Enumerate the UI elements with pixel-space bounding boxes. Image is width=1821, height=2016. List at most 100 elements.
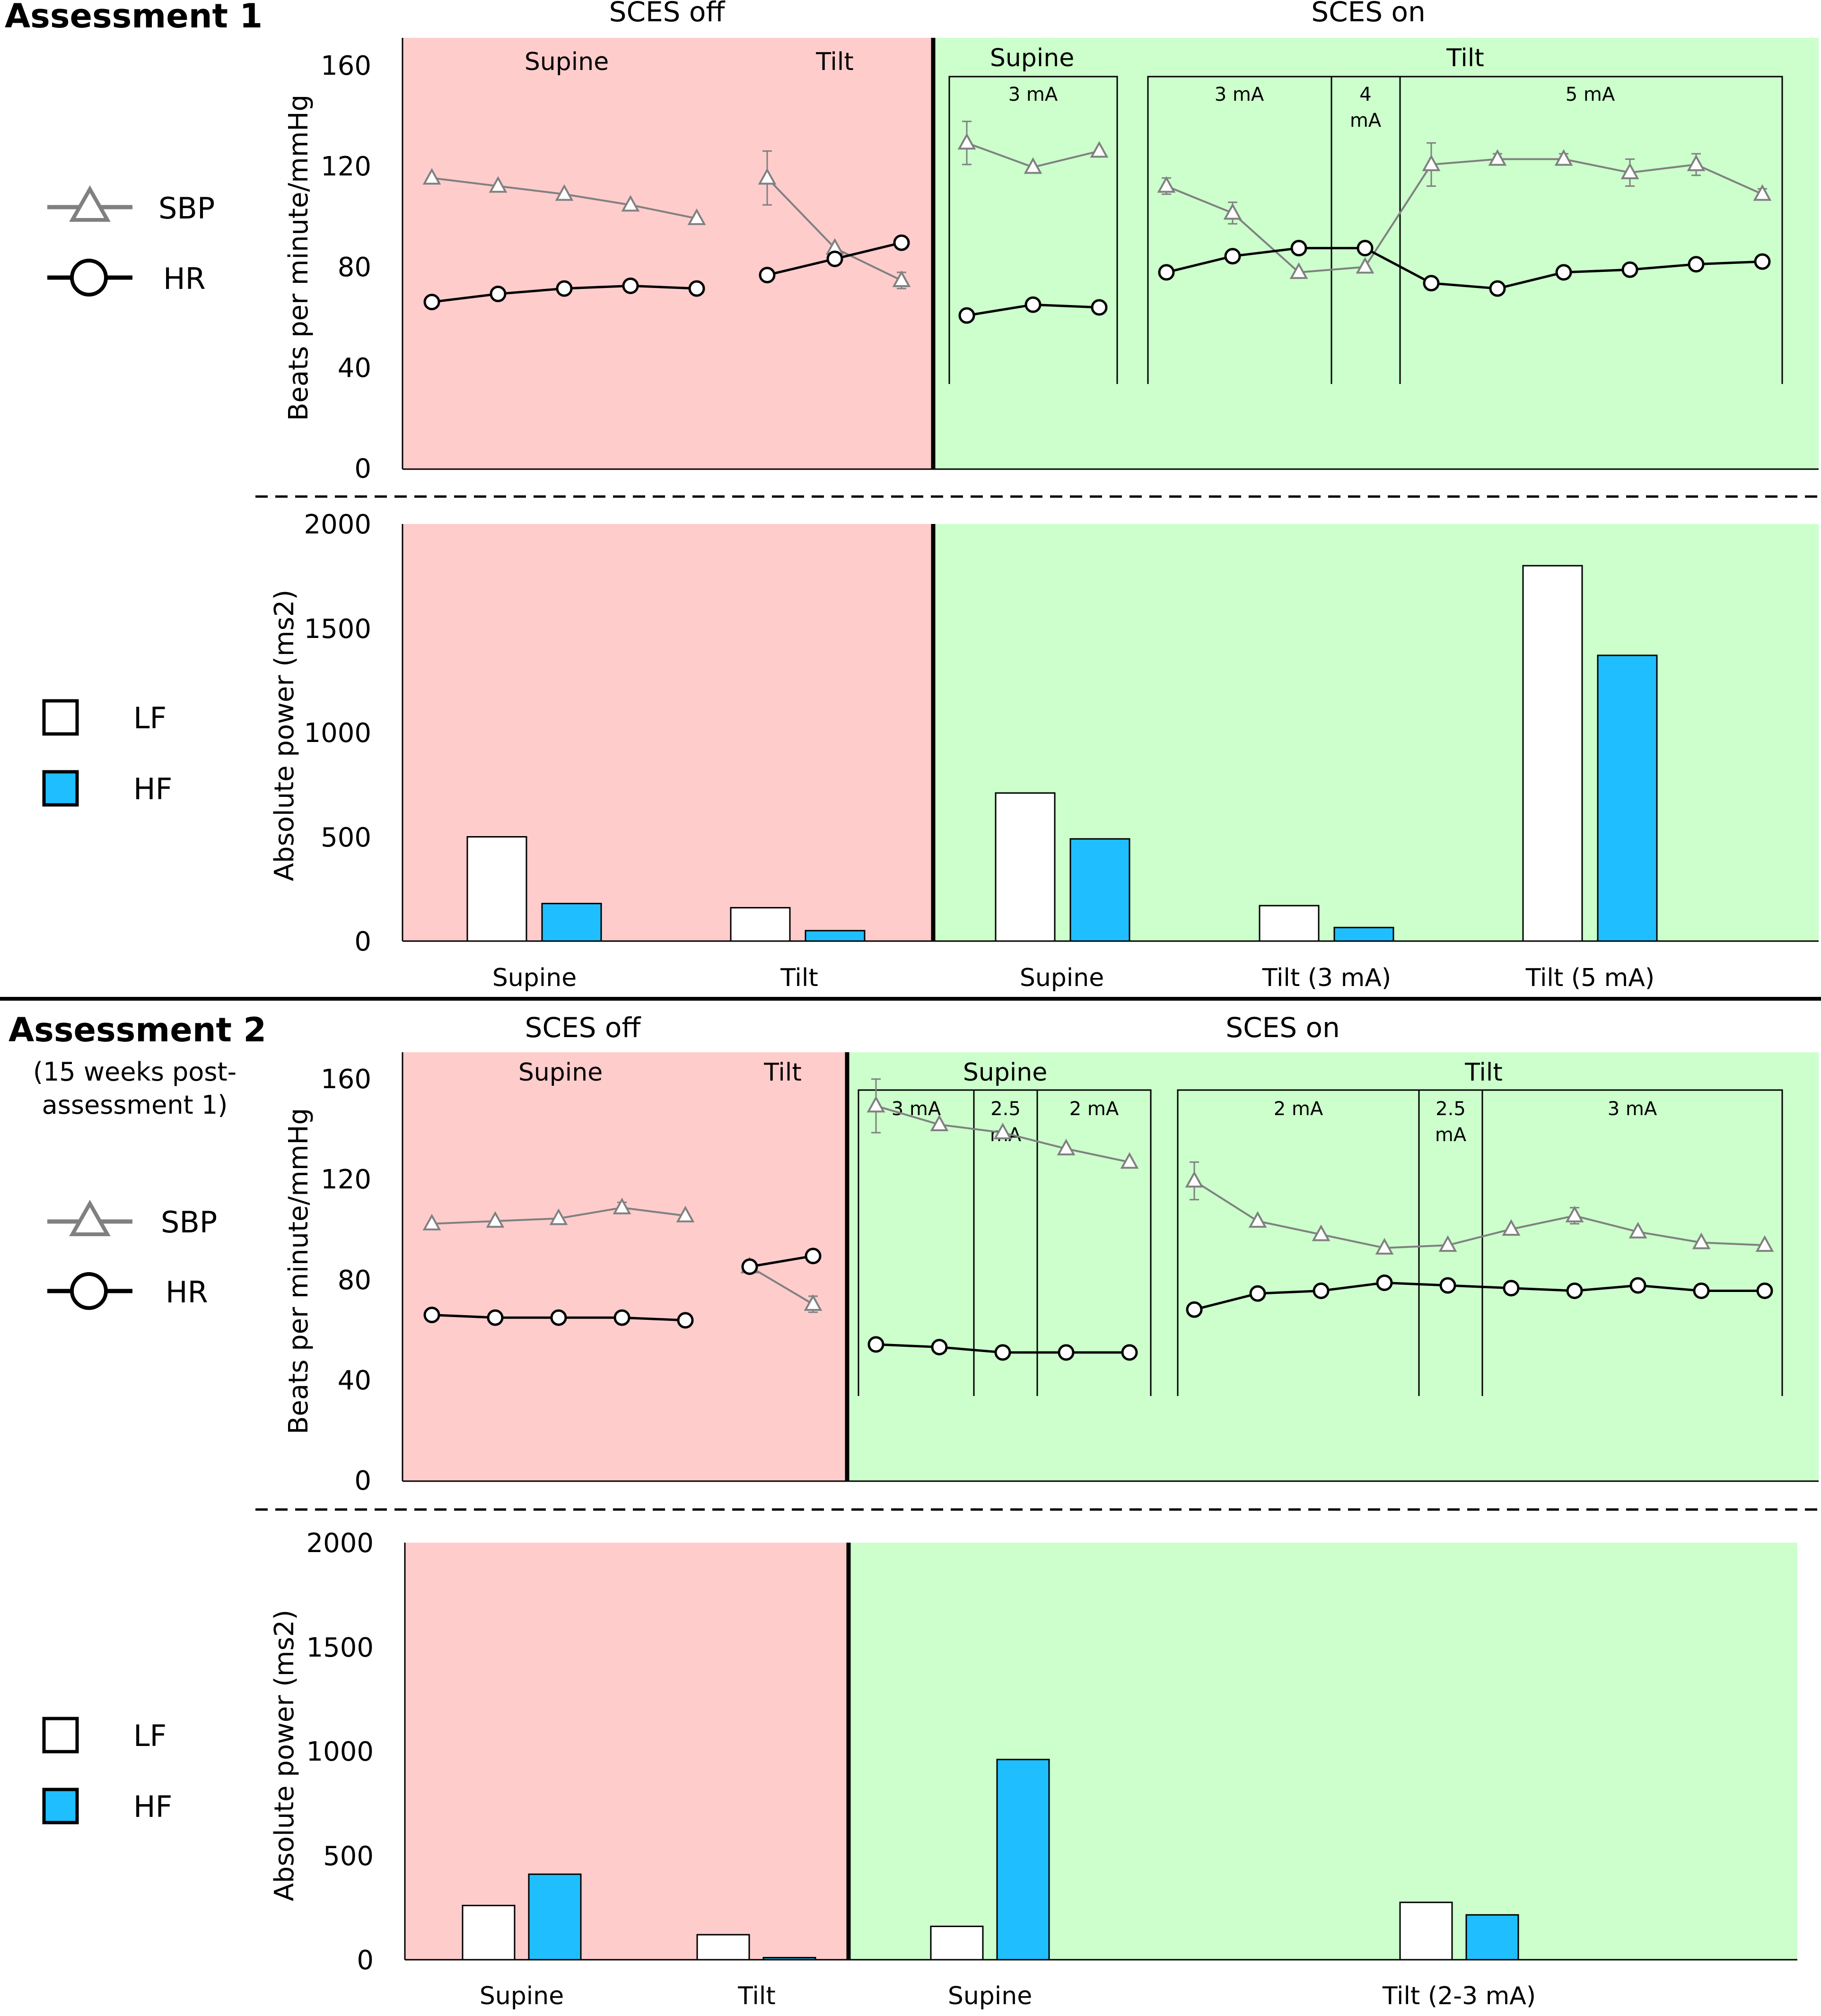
lf-bar xyxy=(466,836,527,942)
sbp-point xyxy=(1090,141,1109,158)
hr-point xyxy=(490,286,507,302)
sces-on-region xyxy=(847,1052,1819,1481)
hf-legend-swatch xyxy=(42,1788,79,1824)
hr-point xyxy=(867,1336,884,1353)
hr-series-line xyxy=(749,1255,814,1268)
sbp-series-line xyxy=(1166,158,1763,273)
lf-bar xyxy=(696,1934,750,1961)
hf-bar xyxy=(541,903,602,942)
phase-label-off-supine: Supine xyxy=(518,1058,603,1087)
sces-on-label: SCES on xyxy=(1311,0,1425,28)
assessment-title: Assessment 2 xyxy=(9,1011,266,1049)
assessment-title: Assessment 1 xyxy=(5,0,263,35)
current-box-on-tilt xyxy=(1147,76,1783,384)
bar-series-marks xyxy=(466,565,1658,942)
hf-bar xyxy=(1597,655,1658,942)
lf-bar xyxy=(1399,1902,1453,1961)
sbp-point xyxy=(1024,157,1042,174)
sces-off-label: SCES off xyxy=(609,0,726,28)
hr-point xyxy=(826,250,843,267)
hr-point xyxy=(1091,299,1108,316)
hr-point xyxy=(1756,1283,1773,1300)
hr-point xyxy=(1186,1301,1203,1318)
sbp-point xyxy=(867,1096,885,1113)
hf-bar xyxy=(528,1873,582,1961)
hr-point xyxy=(1121,1344,1138,1361)
sbp-series-line xyxy=(1193,1180,1765,1249)
sbp-point xyxy=(422,168,441,185)
x-category-label: Tilt (3 mA) xyxy=(1262,964,1391,992)
sbp-point xyxy=(1223,203,1242,220)
hf-legend-swatch xyxy=(42,770,79,807)
bar-panel-2: Absolute power (ms2) 0 500 1000 1500 200… xyxy=(269,1528,1797,2010)
hr-point xyxy=(1357,240,1374,257)
line-panel-1: SCES off SCES on Supine Tilt Supine Tilt… xyxy=(283,0,1819,484)
hf-bar xyxy=(996,1759,1050,1961)
sbp-point xyxy=(555,184,574,201)
y-tick-label: 1000 xyxy=(304,718,371,749)
sces-on-region xyxy=(849,1543,1797,1960)
sbp-point xyxy=(930,1114,949,1132)
x-category-label: Tilt (5 mA) xyxy=(1525,964,1655,992)
sbp-point xyxy=(1057,1138,1076,1156)
sbp-legend-label: SBP xyxy=(158,191,215,226)
x-category-label: Supine xyxy=(948,1982,1032,2010)
assessment-subtitle: assessment 1) xyxy=(42,1090,228,1120)
y-ticks: 0 40 80 120 160 xyxy=(321,1064,371,1496)
current-label: 2.5 xyxy=(990,1098,1021,1120)
hf-bar xyxy=(1333,926,1394,942)
phase-label-on-tilt: Tilt xyxy=(1464,1058,1502,1087)
hr-point xyxy=(1376,1274,1393,1292)
phase-label-on-supine: Supine xyxy=(963,1058,1047,1087)
hr-point xyxy=(1489,280,1506,297)
sbp-point xyxy=(1753,184,1772,201)
sbp-point xyxy=(1687,154,1706,171)
hr-point xyxy=(622,277,639,294)
assessment-2: Assessment 2 (15 weeks post- assessment … xyxy=(9,1011,1819,2010)
sbp-point xyxy=(1356,257,1375,274)
lf-bar xyxy=(462,1904,516,1961)
y-ticks: 0 500 1000 1500 2000 xyxy=(306,1528,374,1976)
x-category-label: Supine xyxy=(1020,964,1104,992)
sbp-point xyxy=(1120,1152,1139,1169)
sbp-point xyxy=(1755,1235,1774,1252)
hr-point xyxy=(1629,1277,1646,1294)
current-label: 4 xyxy=(1359,84,1371,105)
sbp-point xyxy=(1692,1232,1711,1249)
sbp-point xyxy=(957,133,976,150)
x-category-label: Supine xyxy=(492,964,577,992)
hr-point xyxy=(1290,240,1307,257)
line-legend: SBP HR xyxy=(47,185,215,297)
phase-label-off-tilt: Tilt xyxy=(815,48,853,76)
hr-point xyxy=(1313,1283,1330,1300)
x-category-labels: Supine Tilt Supine Tilt (3 mA) Tilt (5 m… xyxy=(492,964,1655,992)
hr-point xyxy=(994,1344,1011,1361)
sbp-legend-marker xyxy=(69,185,111,222)
y-tick-label: 2000 xyxy=(304,509,371,540)
lf-bar xyxy=(1522,565,1583,942)
sbp-point xyxy=(687,208,706,225)
hr-point xyxy=(1621,261,1638,278)
hr-point xyxy=(931,1339,948,1356)
line-panel-2: SCES off SCES on Supine Tilt Supine Tilt… xyxy=(283,1012,1819,1496)
hr-series-line xyxy=(1166,247,1763,290)
phase-label-on-tilt: Tilt xyxy=(1446,44,1484,72)
x-category-label: Tilt xyxy=(737,1982,775,2010)
y-ticks: 0 500 1000 1500 2000 xyxy=(304,509,371,957)
hf-legend-label: HF xyxy=(133,772,172,806)
current-label: mA xyxy=(1350,110,1382,131)
hr-point xyxy=(423,294,440,311)
sces-on-region xyxy=(933,524,1819,941)
current-label: 5 mA xyxy=(1566,84,1615,105)
sbp-point xyxy=(1628,1222,1647,1239)
sbp-point xyxy=(1554,149,1573,166)
y-tick-label: 120 xyxy=(321,151,371,182)
sbp-point xyxy=(549,1208,568,1225)
sbp-point xyxy=(676,1205,695,1222)
current-label: 3 mA xyxy=(1608,1098,1657,1120)
hr-point xyxy=(1555,264,1572,281)
hf-bar xyxy=(1465,1914,1519,1961)
hr-point xyxy=(677,1312,694,1329)
current-label: 2 mA xyxy=(1274,1098,1323,1120)
hr-legend-label: HR xyxy=(163,262,206,296)
